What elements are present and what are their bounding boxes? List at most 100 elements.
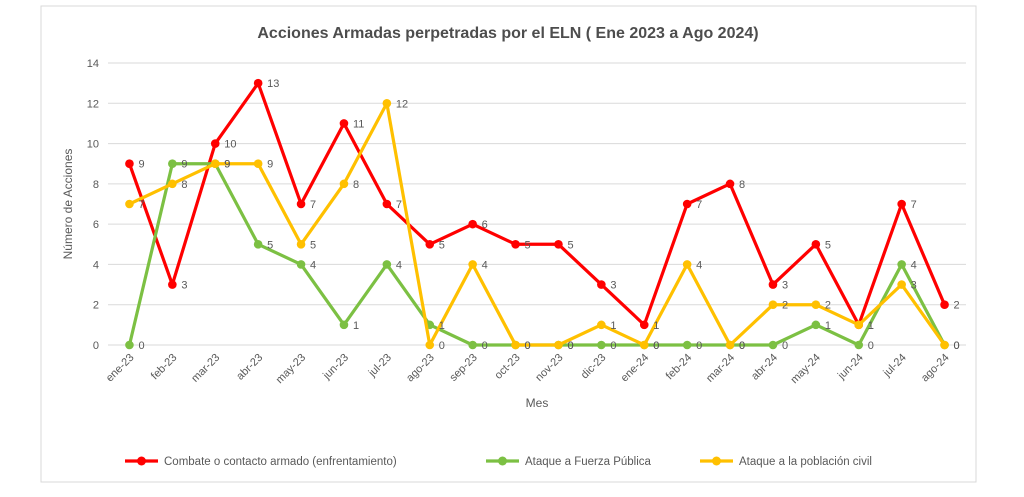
data-label: 0 [782,340,788,352]
data-point [339,179,349,189]
data-label: 9 [181,159,187,171]
chart-title: Acciones Armadas perpetradas por el ELN … [257,25,758,42]
series-line-2 [127,101,947,347]
legend-label: Ataque a Fuerza Pública [525,456,652,468]
y-tick-label: 10 [87,139,99,151]
chart-frame [40,5,977,483]
x-axis-title: Mes [526,396,549,410]
y-tick-label: 12 [87,98,99,110]
data-point [597,280,606,289]
data-label: 0 [482,340,488,352]
y-tick-label: 4 [93,259,99,271]
data-point [511,239,520,249]
y-tick-labels: 0 2 4 6 8 10 12 14 [87,58,99,352]
data-label: 13 [267,78,279,90]
data-label: 7 [310,199,316,211]
data-label: 9 [138,159,144,171]
data-label: 4 [482,259,488,271]
data-label: 4 [696,259,702,271]
data-point [554,239,563,249]
gridlines [108,62,966,346]
y-tick-label: 2 [93,300,99,312]
data-point [597,340,606,350]
data-label: 0 [439,340,445,352]
data-label: 5 [525,239,531,251]
data-label: 0 [739,340,745,352]
data-point [296,260,306,269]
legend-item-0: Combate o contacto armado (enfrentamient… [125,456,397,468]
data-label: 1 [868,320,874,332]
data-label: 0 [739,340,745,352]
legend-point-marker-icon [137,456,146,466]
data-label: 0 [868,340,874,352]
data-point [811,300,821,310]
data-point [897,260,906,269]
legend-point-marker-icon [712,456,721,466]
data-point [210,159,220,169]
data-label: 1 [610,320,616,332]
data-label: 11 [353,118,364,130]
data-point [811,239,821,249]
data-point [597,320,606,330]
data-point [940,340,949,350]
data-point [468,340,477,350]
data-point [296,199,306,209]
legend-label: Combate o contacto armado (enfrentamient… [164,456,397,468]
y-tick-label: 6 [93,219,99,231]
data-label: 7 [696,199,702,211]
data-label: 9 [224,159,230,171]
y-axis-title: Número de Acciones [61,149,75,260]
data-point [339,320,349,330]
data-label: 0 [954,340,960,352]
data-point [253,78,263,88]
data-label: 2 [954,300,960,312]
data-point [897,280,906,289]
data-label: 12 [396,98,408,110]
series-line-0 [127,81,947,327]
data-label: 0 [567,340,573,352]
data-label: 1 [868,320,874,332]
data-label: 5 [267,239,273,251]
data-point [639,340,649,350]
data-point [382,260,392,269]
data-point [382,98,392,108]
legend-item-2: Ataque a la población civil [700,456,872,468]
data-point [210,139,220,148]
data-label: 5 [439,239,445,251]
data-point [253,159,263,169]
data-label: 8 [353,179,359,191]
data-point [125,340,134,350]
data-point [682,199,692,209]
data-point [125,199,134,209]
data-label: 0 [653,340,659,352]
data-point [168,159,177,169]
data-point [382,199,392,209]
data-point [425,340,435,350]
data-point [296,239,306,249]
legend-label: Ataque a la población civil [739,456,872,468]
data-point [768,340,778,350]
legend-item-1: Ataque a Fuerza Pública [486,456,652,468]
data-point [468,260,477,269]
data-label: 0 [138,340,144,352]
data-point [125,159,134,169]
data-point [554,340,563,350]
data-label: 2 [782,300,788,312]
data-point [854,340,864,350]
data-label: 2 [825,300,831,312]
data-point [768,300,778,310]
legend-point-marker-icon [498,456,507,466]
data-label: 7 [396,199,402,211]
data-label: 8 [739,179,745,191]
data-point [897,199,906,209]
data-point [511,340,520,350]
data-label: 5 [310,239,316,251]
data-label: 10 [224,139,236,151]
data-label: 1 [353,320,359,332]
data-label: 1 [653,320,659,332]
y-tick-label: 14 [87,58,99,70]
data-label: 3 [911,280,917,292]
data-label: 6 [482,219,488,231]
